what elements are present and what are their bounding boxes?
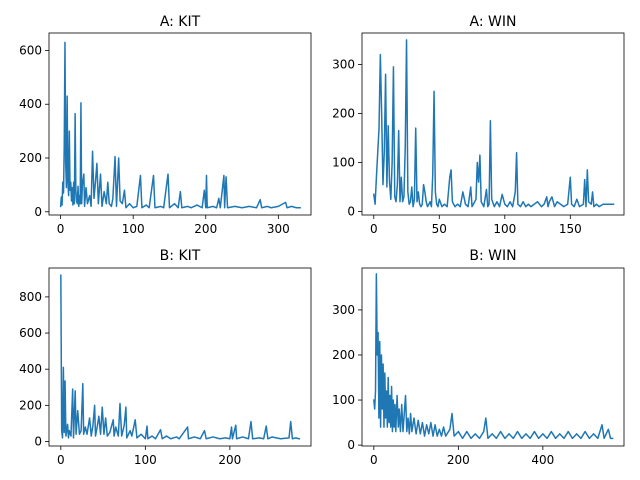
axes-frame: [361, 32, 625, 216]
subplot-b-win: B: WIN 0 200 400 0 100 200 300: [332, 248, 625, 467]
x-tick-label: 100: [122, 222, 145, 236]
x-tick-label: 400: [531, 453, 554, 467]
y-tick-label: 400: [19, 362, 42, 376]
axes-frame: [48, 32, 312, 216]
x-tick-label: 100: [493, 222, 516, 236]
series-line: [372, 39, 615, 208]
series-line: [60, 274, 301, 440]
subplot-title: A: KIT: [160, 14, 201, 30]
y-tick-label: 0: [34, 205, 42, 219]
x-tick-label: 300: [267, 222, 290, 236]
subplot-b-kit: B: KIT 0 100 200 0 200 400 600 800: [19, 248, 312, 467]
y-tick-label: 600: [19, 326, 42, 340]
y-tick-label: 100: [332, 393, 355, 407]
x-tick-label: 0: [370, 453, 378, 467]
x-tick-label: 200: [194, 222, 217, 236]
y-tick-label: 600: [19, 43, 42, 57]
x-tick-label: 0: [57, 453, 65, 467]
axes-frame: [361, 267, 625, 447]
y-tick-label: 0: [347, 438, 355, 452]
y-tick-label: 300: [332, 57, 355, 71]
y-tick-label: 0: [34, 434, 42, 448]
x-tick-label: 0: [370, 222, 378, 236]
y-tick-label: 0: [347, 205, 355, 219]
y-tick-label: 100: [332, 156, 355, 170]
subplot-a-win: A: WIN 0 50 100 150 0 100 200 300: [332, 14, 625, 236]
x-tick-label: 200: [447, 453, 470, 467]
x-tick-label: 100: [134, 453, 157, 467]
axes-frame: [48, 267, 312, 447]
subplot-title: B: KIT: [160, 248, 201, 264]
subplot-a-kit: A: KIT 0 100 200 300 0 200 400 600: [19, 14, 312, 236]
y-tick-label: 200: [19, 151, 42, 165]
series-line: [59, 41, 301, 209]
y-tick-label: 200: [332, 106, 355, 120]
y-tick-label: 200: [19, 398, 42, 412]
x-tick-label: 150: [559, 222, 582, 236]
series-line: [373, 273, 614, 440]
x-tick-label: 0: [57, 222, 65, 236]
y-tick-label: 200: [332, 348, 355, 362]
y-tick-label: 300: [332, 303, 355, 317]
subplot-title: A: WIN: [470, 14, 517, 30]
x-tick-label: 50: [432, 222, 447, 236]
subplot-title: B: WIN: [469, 248, 516, 264]
y-tick-label: 800: [19, 290, 42, 304]
x-tick-label: 200: [218, 453, 241, 467]
y-tick-label: 400: [19, 97, 42, 111]
